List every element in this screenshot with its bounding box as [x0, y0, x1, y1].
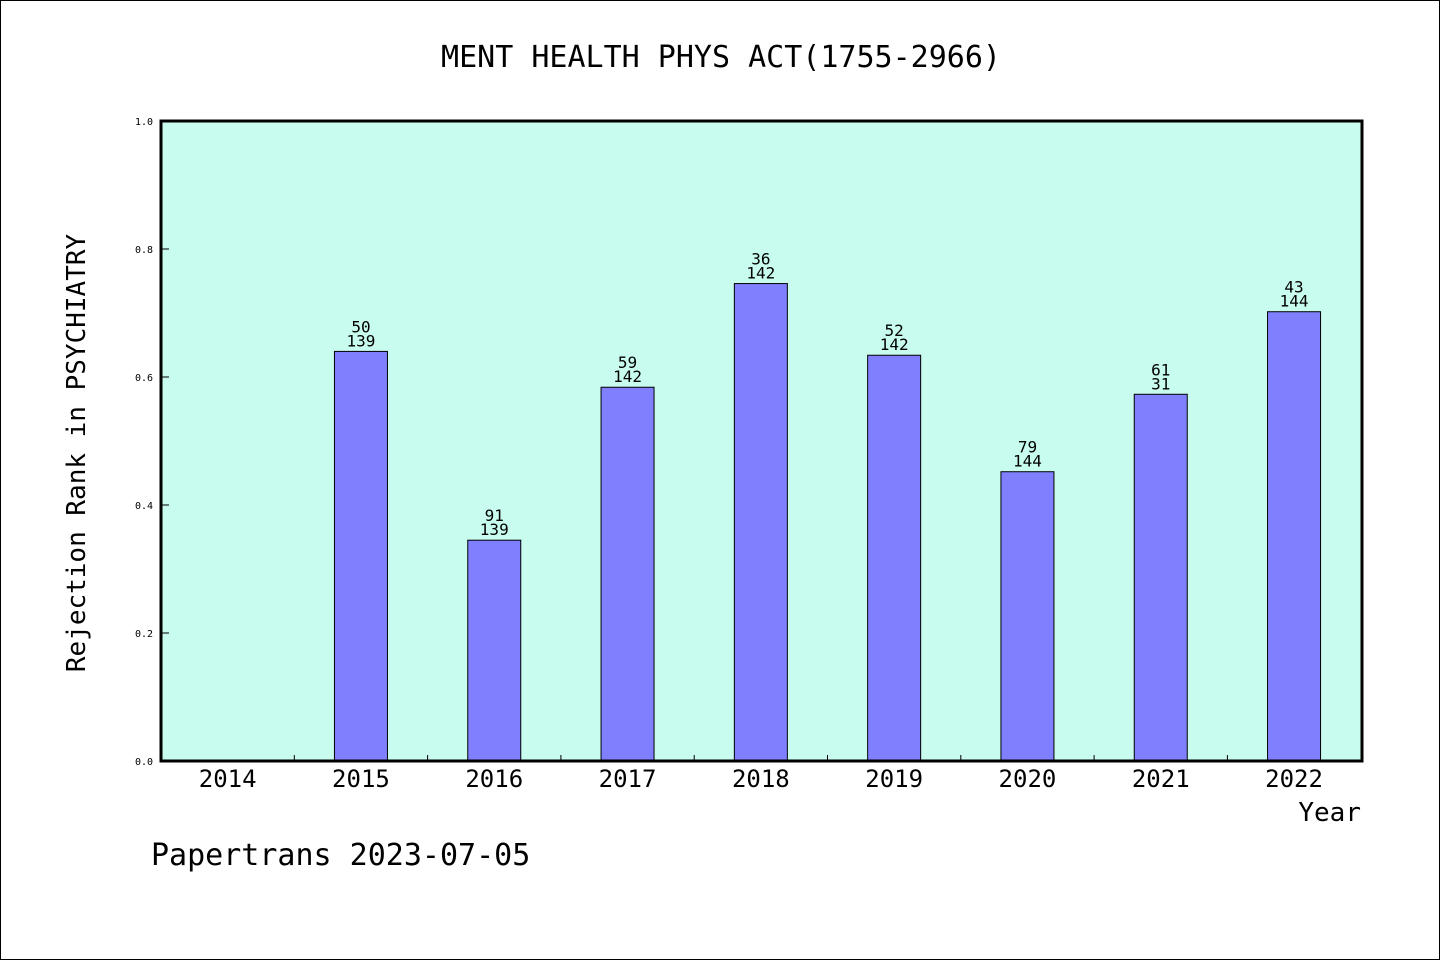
bar-2019	[867, 354, 922, 762]
bar-2015	[333, 350, 388, 762]
y-tick-label: 0.2	[135, 629, 153, 640]
bar-2017	[600, 386, 655, 762]
bar-label-bottom: 142	[746, 264, 775, 283]
x-tick-label: 2017	[599, 765, 657, 793]
footer-credit: Papertrans 2023-07-05	[151, 838, 530, 873]
bar-2020	[1000, 471, 1055, 762]
x-tick-label: 2019	[865, 765, 923, 793]
bar-2021	[1133, 393, 1188, 762]
bar-label-bottom: 142	[880, 335, 909, 354]
plot-frame	[159, 119, 1364, 763]
bar-label-bottom: 144	[1280, 292, 1309, 311]
x-axis-ticks: 2014 2015 2016 2017 2018 2019 2020 2021 2022	[199, 755, 1323, 793]
x-tick-label: 2022	[1265, 765, 1323, 793]
bar-label-bottom: 144	[1013, 452, 1042, 471]
y-tick-label: 1.0	[135, 117, 153, 128]
bar-label-top: 43	[1284, 278, 1303, 297]
bar-label-bottom: 31	[1151, 374, 1170, 393]
x-tick-label: 2015	[332, 765, 390, 793]
x-tick-label: 2021	[1132, 765, 1190, 793]
bar-label-top: 91	[485, 506, 504, 525]
bar-label-top: 52	[885, 321, 904, 340]
x-tick-label: 2020	[999, 765, 1057, 793]
bar-2016	[467, 539, 522, 762]
bar-label-bottom: 142	[613, 367, 642, 386]
x-axis-label: Year	[1298, 798, 1361, 828]
bar-label-bottom: 139	[480, 520, 509, 539]
bar-label-top: 36	[751, 250, 770, 269]
bar-label-top: 50	[351, 317, 370, 336]
y-tick-label: 0.8	[135, 245, 153, 256]
y-tick-label: 0.0	[135, 757, 153, 768]
bar-label-top: 59	[618, 353, 637, 372]
bar-label-top: 61	[1151, 360, 1170, 379]
x-tick-label: 2016	[465, 765, 523, 793]
y-tick-label: 0.4	[135, 501, 153, 512]
bar-label-bottom: 139	[346, 331, 375, 350]
x-tick-label: 2014	[199, 765, 257, 793]
y-tick-label: 0.6	[135, 373, 153, 384]
bar-2022	[1267, 311, 1322, 762]
bar-2018	[733, 283, 788, 762]
y-axis-label: Rejection Rank in PSYCHIATRY	[62, 234, 92, 673]
x-tick-label: 2018	[732, 765, 790, 793]
bar-label-top: 79	[1018, 438, 1037, 457]
bars-layer	[333, 283, 1322, 762]
chart-title: MENT HEALTH PHYS ACT(1755-2966)	[441, 40, 1001, 75]
